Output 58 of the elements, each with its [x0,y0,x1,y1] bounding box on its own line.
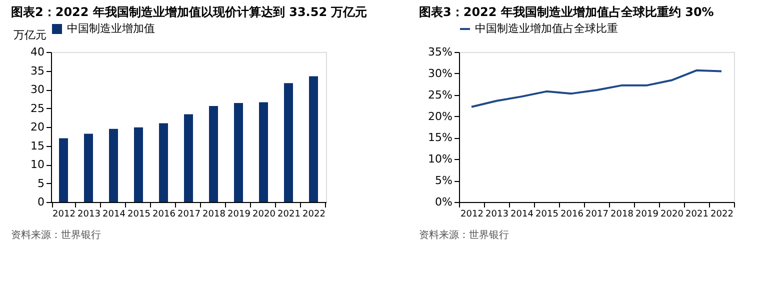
x-tick-label: 2020 [660,210,684,220]
bar [134,127,143,202]
x-tick-label: 2016 [560,210,584,220]
x-tick-label: 2022 [710,210,734,220]
y-tick-label: 10% [428,152,452,166]
x-tick-label: 2012 [52,210,76,220]
y-axis-title: 万亿元 [14,28,46,42]
x-tick-label: 2015 [536,210,558,220]
chart-title: 图表2：2022 年我国制造业增加值以现价计算达到 33.52 万亿元 [11,5,368,19]
bar [234,103,243,202]
y-tick-label: 25 [30,102,44,115]
x-tick-label: 2016 [152,210,176,220]
chart-title: 图表3：2022 年我国制造业增加值占全球比重约 30% [419,5,714,19]
y-tick-label: 15% [428,131,452,144]
y-tick-label: 40 [30,46,44,58]
bar [109,128,118,202]
bar [184,114,193,202]
x-tick-label: 2014 [510,210,534,220]
legend-label: 中国制造业增加值占全球比重 [475,22,618,35]
y-tick-label: 20% [428,110,452,123]
x-tick-label: 2013 [78,210,100,220]
x-tick-label: 2012 [460,210,484,220]
bar [284,83,293,202]
x-tick-label: 2018 [610,210,634,220]
bar [159,123,168,202]
bar [209,106,218,202]
y-tick-label: 30 [30,83,44,96]
x-tick-label: 2022 [302,210,326,220]
y-tick-label: 30% [428,66,452,80]
x-tick-label: 2021 [686,210,708,220]
y-tick-label: 10 [30,158,44,171]
x-tick-label: 2013 [486,210,508,220]
y-tick-label: 5% [435,174,452,188]
x-tick-label: 2020 [252,210,276,220]
bar [259,102,268,202]
y-tick-label: 35% [428,46,452,58]
bar [59,138,68,202]
y-tick-label: 0 [38,196,44,208]
text: 资料来源：世界银行 [11,229,101,241]
bar [84,134,93,202]
x-tick-label: 2021 [278,210,300,220]
text: 资料来源：世界银行 [419,229,509,241]
x-tick-label: 2018 [202,210,226,220]
x-tick-label: 2019 [228,210,251,220]
y-tick-label: 5 [38,176,44,190]
y-tick-label: 35 [30,64,44,78]
y-tick-label: 0% [435,196,452,208]
y-tick-label: 15 [30,139,44,152]
x-tick-label: 2015 [128,210,150,220]
y-tick-label: 25% [428,88,452,102]
x-tick-label: 2019 [636,210,659,220]
legend-label: 中国制造业增加值 [67,22,155,35]
y-tick-label: 20 [30,120,44,134]
x-tick-label: 2014 [102,210,126,220]
line-series [470,69,722,108]
x-tick-label: 2017 [178,210,200,220]
x-tick-label: 2017 [586,210,608,220]
bar [309,76,318,202]
